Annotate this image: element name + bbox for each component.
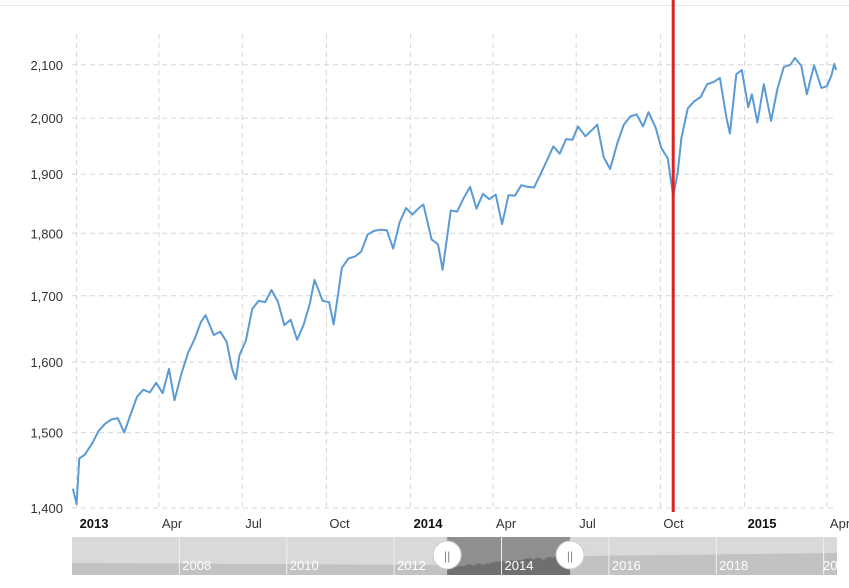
navigator-label: 2012 [397, 558, 426, 573]
x-tick-label: 2015 [748, 516, 777, 531]
navigator-handle-right[interactable]: || [555, 540, 585, 570]
x-tick-label: Apr [496, 516, 517, 531]
navigator-area [72, 553, 837, 575]
y-tick-label: 1,700 [30, 289, 63, 304]
navigator-label: 20 [823, 558, 837, 573]
grid-lines [72, 34, 837, 509]
y-tick-label: 1,500 [30, 426, 63, 441]
y-tick-label: 2,100 [30, 58, 63, 73]
x-tick-label: Jul [579, 516, 596, 531]
x-tick-label: Oct [329, 516, 350, 531]
navigator-label: 2018 [719, 558, 748, 573]
y-tick-label: 1,400 [30, 501, 63, 516]
x-tick-label: Oct [663, 516, 684, 531]
y-tick-label: 1,600 [30, 355, 63, 370]
handle-knob[interactable] [555, 540, 585, 570]
x-tick-label: Apr [830, 516, 849, 531]
x-tick-label: Apr [162, 516, 183, 531]
navigator-label: 2016 [612, 558, 641, 573]
series-line [71, 57, 838, 506]
navigator-labels: 2008 2010 2012 2014 2016 2018 20 [178, 537, 837, 575]
navigator-label: 2014 [505, 558, 534, 573]
x-tick-label: 2013 [80, 516, 109, 531]
y-axis: 1,400 1,500 1,600 1,700 1,800 1,900 2,000 2,100 [30, 58, 63, 516]
navigator-label: 2010 [290, 558, 319, 573]
x-axis: 2013 Apr Jul Oct 2014 Apr Jul Oct 2015 Apr [80, 516, 849, 531]
handle-grip-icon: || [567, 549, 573, 563]
handle-grip-icon: || [444, 549, 450, 563]
handle-knob[interactable] [432, 540, 462, 570]
x-tick-label: 2014 [414, 516, 444, 531]
y-tick-label: 1,800 [30, 226, 63, 241]
y-tick-label: 1,900 [30, 167, 63, 182]
navigator-area-selected [447, 555, 571, 575]
range-navigator[interactable]: 2008 2010 2012 2014 2016 2018 20 || || [72, 537, 837, 575]
navigator-label: 2008 [182, 558, 211, 573]
navigator-handle-left[interactable]: || [432, 540, 462, 570]
navigator-handles[interactable]: || || [432, 540, 585, 570]
y-tick-label: 2,000 [30, 111, 63, 126]
x-tick-label: Jul [245, 516, 262, 531]
